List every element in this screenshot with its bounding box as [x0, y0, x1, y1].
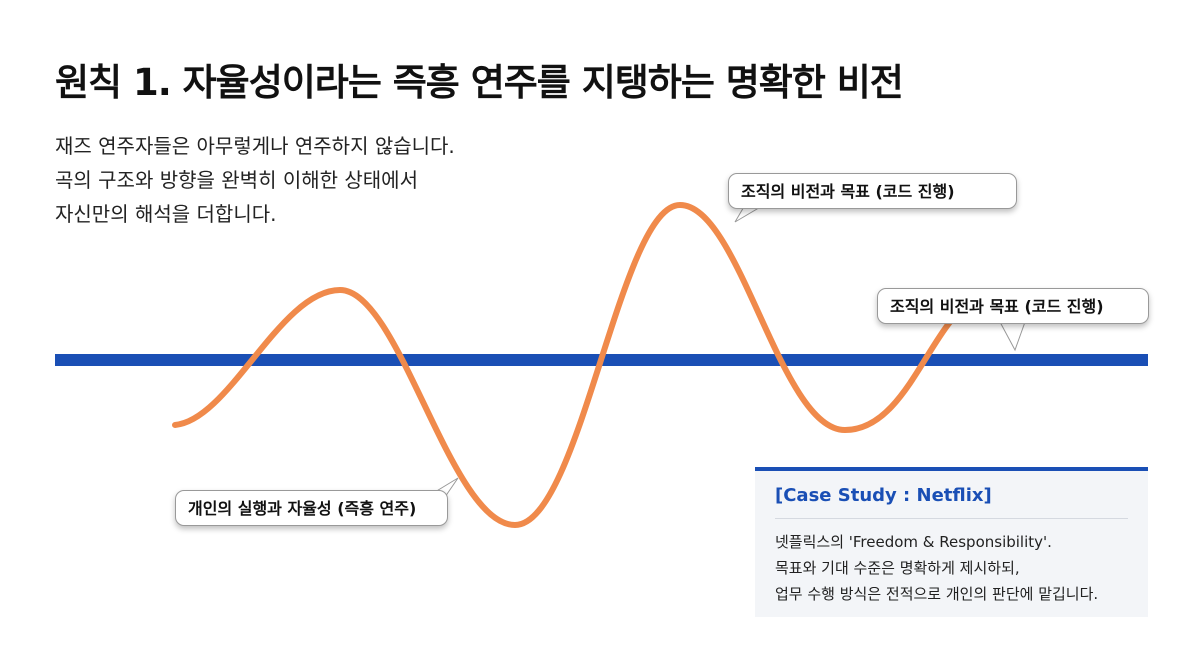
case-study-box: [Case Study : Netflix] 넷플릭스의 'Freedom & … — [755, 467, 1148, 617]
case-study-line: 목표와 기대 수준은 명확하게 제시하되, — [775, 559, 1020, 577]
callout: 조직의 비전과 목표 (코드 진행) — [728, 173, 1017, 209]
callout: 조직의 비전과 목표 (코드 진행) — [877, 288, 1149, 324]
callout-tail — [999, 321, 1026, 352]
intro-line: 재즈 연주자들은 아무렇게나 연주하지 않습니다. — [55, 134, 455, 158]
title: 원칙 1. 자율성이라는 즉흥 연주를 지탱하는 명확한 비전 — [55, 61, 904, 104]
intro-line: 자신만의 해석을 더합니다. — [55, 202, 277, 226]
case-study-title: [Case Study : Netflix] — [775, 485, 992, 506]
callout: 개인의 실행과 자율성 (즉흥 연주) — [175, 490, 448, 526]
case-study-line: 업무 수행 방식은 전적으로 개인의 판단에 맡깁니다. — [775, 585, 1099, 603]
case-study-line: 넷플릭스의 'Freedom & Responsibility'. — [775, 533, 1052, 551]
intro-line: 곡의 구조와 방향을 완벽히 이해한 상태에서 — [55, 168, 418, 192]
improvisation-wave — [172, 201, 953, 529]
separator — [775, 518, 1128, 519]
